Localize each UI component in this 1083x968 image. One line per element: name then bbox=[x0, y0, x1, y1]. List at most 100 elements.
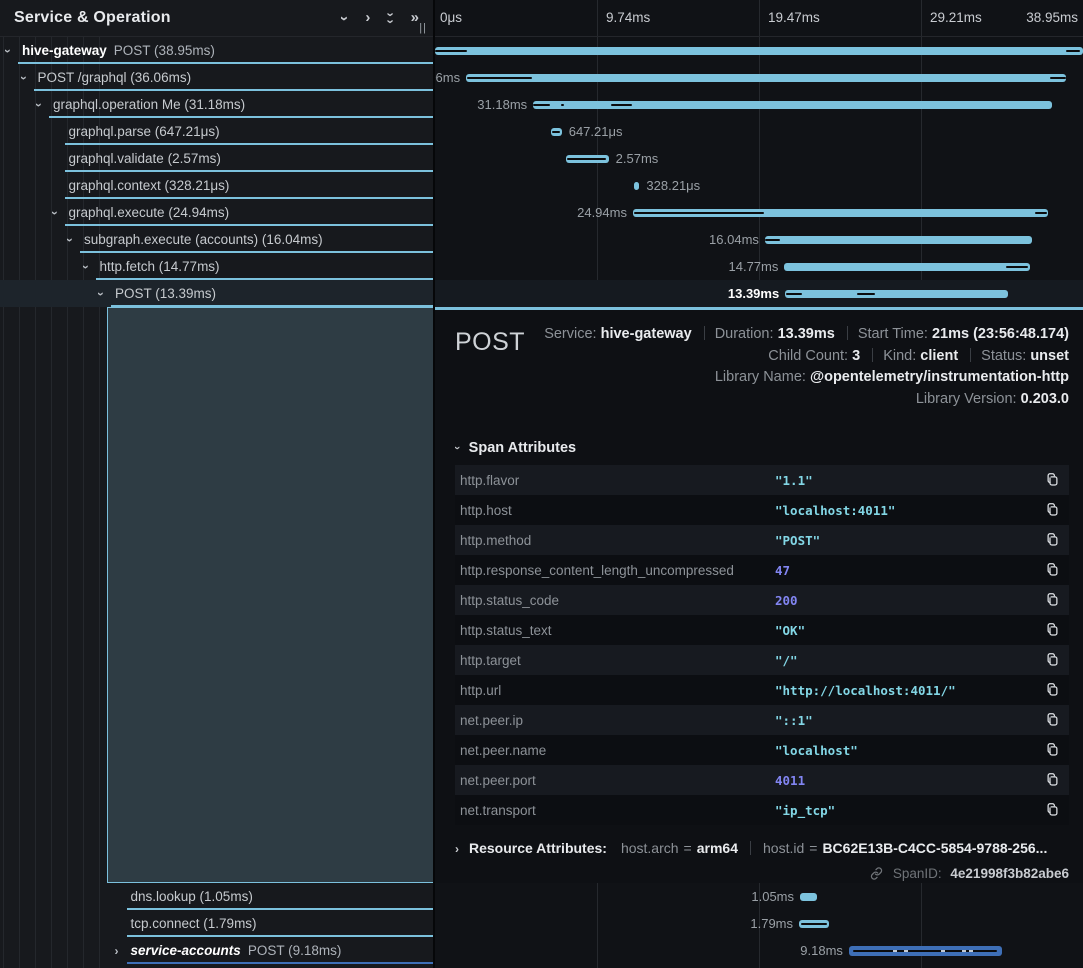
chevron-down-icon[interactable]: › bbox=[53, 206, 57, 220]
attribute-row: http.target"/" bbox=[455, 645, 1069, 675]
meta-label: Service: bbox=[544, 326, 600, 342]
resource-separator bbox=[750, 841, 751, 855]
waterfall-row: 14.77ms bbox=[435, 253, 1083, 280]
operation-name: subgraph.execute (accounts) (16.04ms) bbox=[84, 232, 323, 247]
span-bar[interactable] bbox=[435, 47, 1083, 55]
chevron-right-icon[interactable]: › bbox=[115, 944, 119, 958]
attribute-row: http.response_content_length_uncompresse… bbox=[455, 555, 1069, 585]
chevron-down-icon[interactable]: › bbox=[37, 98, 41, 112]
span-bar[interactable] bbox=[765, 236, 1032, 244]
meta-value: 13.39ms bbox=[778, 326, 835, 342]
waterfall-row: 24.94ms bbox=[435, 199, 1083, 226]
collapse-one-icon[interactable]: › bbox=[342, 11, 347, 26]
span-row[interactable]: graphql.context (328.21μs) bbox=[0, 172, 433, 199]
meta-label: Duration: bbox=[715, 326, 778, 342]
critical-path-segment bbox=[634, 212, 765, 214]
waterfall-row: 16.04ms bbox=[435, 226, 1083, 253]
span-row[interactable]: ›service-accountsPOST (9.18ms) bbox=[0, 937, 433, 964]
span-bar[interactable] bbox=[784, 263, 1030, 271]
span-meta: Service: hive-gatewayDuration: 13.39msSt… bbox=[525, 324, 1069, 410]
copy-icon[interactable] bbox=[1043, 681, 1061, 699]
attribute-row: http.status_code200 bbox=[455, 585, 1069, 615]
span-row[interactable]: ›graphql.execute (24.94ms) bbox=[0, 199, 433, 226]
chevron-down-icon[interactable]: › bbox=[84, 260, 88, 274]
copy-icon[interactable] bbox=[1043, 771, 1061, 789]
expand-one-icon[interactable]: › bbox=[365, 11, 370, 26]
span-row-label: graphql.context (328.21μs) bbox=[69, 178, 230, 193]
span-row[interactable]: ›hive-gatewayPOST (38.95ms) bbox=[0, 37, 433, 64]
attribute-value: 4011 bbox=[775, 773, 1043, 788]
span-row[interactable]: ›graphql.operation Me (31.18ms) bbox=[0, 91, 433, 118]
operation-name: dns.lookup (1.05ms) bbox=[131, 889, 253, 904]
chevron-down-icon[interactable]: › bbox=[99, 287, 103, 301]
waterfall-row: 1.79ms bbox=[435, 910, 1083, 937]
copy-icon[interactable] bbox=[1043, 741, 1061, 759]
span-bar[interactable] bbox=[785, 290, 1008, 298]
meta-value: @opentelemetry/instrumentation-http bbox=[810, 369, 1069, 385]
span-row[interactable]: tcp.connect (1.79ms) bbox=[0, 910, 433, 937]
span-duration-label: 1.79ms bbox=[750, 916, 793, 931]
copy-icon[interactable] bbox=[1043, 471, 1061, 489]
collapse-all-icon[interactable]: ›› bbox=[388, 11, 392, 25]
span-row[interactable]: › subgraph.execute (accounts) (16.04ms) bbox=[0, 226, 433, 253]
expand-all-icon[interactable]: » bbox=[411, 11, 419, 26]
copy-icon[interactable] bbox=[1043, 501, 1061, 519]
copy-icon[interactable] bbox=[1043, 561, 1061, 579]
attribute-row: http.host"localhost:4011" bbox=[455, 495, 1069, 525]
critical-path-segment bbox=[786, 293, 802, 295]
span-bar[interactable] bbox=[800, 893, 817, 901]
attribute-value: 200 bbox=[775, 593, 1043, 608]
meta-separator bbox=[970, 348, 971, 362]
resource-key: host.id bbox=[763, 840, 804, 856]
span-row[interactable]: › http.fetch (14.77ms) bbox=[0, 253, 433, 280]
critical-path-segment bbox=[853, 950, 998, 952]
meta-label: Child Count: bbox=[768, 348, 852, 364]
copy-icon[interactable] bbox=[1043, 651, 1061, 669]
span-row[interactable]: dns.lookup (1.05ms) bbox=[0, 883, 433, 910]
copy-icon[interactable] bbox=[1043, 591, 1061, 609]
span-row[interactable]: ›POST (13.39ms) bbox=[0, 280, 433, 307]
copy-icon[interactable] bbox=[1043, 621, 1061, 639]
span-duration-label: 9.18ms bbox=[800, 943, 843, 958]
waterfall-row: 1.05ms bbox=[435, 883, 1083, 910]
span-attributes-table: http.flavor"1.1"http.host"localhost:4011… bbox=[455, 465, 1069, 825]
timeline-panel: 0μs9.74ms19.47ms29.21ms38.95ms 38.95ms36… bbox=[435, 0, 1083, 968]
span-row[interactable]: graphql.parse (647.21μs) bbox=[0, 118, 433, 145]
operation-name: graphql.context (328.21μs) bbox=[69, 178, 230, 193]
copy-icon[interactable] bbox=[1043, 711, 1061, 729]
span-row[interactable]: graphql.validate (2.57ms) bbox=[0, 145, 433, 172]
span-meta-line: Service: hive-gatewayDuration: 13.39msSt… bbox=[525, 324, 1069, 346]
chevron-down-icon[interactable]: › bbox=[22, 71, 26, 85]
span-duration-label: 1.05ms bbox=[751, 889, 794, 904]
chevron-down-icon[interactable]: › bbox=[68, 233, 72, 247]
copy-icon[interactable] bbox=[1043, 531, 1061, 549]
attribute-key: net.transport bbox=[460, 803, 775, 818]
waterfall-row: 2.57ms bbox=[435, 145, 1083, 172]
operation-name: http.fetch (14.77ms) bbox=[100, 259, 220, 274]
attribute-value: "localhost:4011" bbox=[775, 503, 1043, 518]
waterfall-row: 36.06ms bbox=[435, 64, 1083, 91]
critical-path-segment bbox=[467, 77, 532, 79]
attribute-value: "http://localhost:4011/" bbox=[775, 683, 1043, 698]
panel-resize-grip[interactable]: || bbox=[419, 22, 427, 34]
span-bar[interactable] bbox=[634, 182, 639, 190]
span-row[interactable]: ›POST /graphql (36.06ms) bbox=[0, 64, 433, 91]
chevron-down-icon[interactable]: › bbox=[6, 44, 10, 58]
resource-value: arm64 bbox=[697, 840, 738, 856]
chevron-right-icon[interactable]: › bbox=[455, 842, 459, 856]
panel-divider[interactable] bbox=[433, 0, 435, 968]
span-duration-label: 36.06ms bbox=[435, 70, 460, 85]
span-bar[interactable] bbox=[466, 74, 1066, 82]
span-duration-label: 16.04ms bbox=[709, 232, 759, 247]
link-icon[interactable] bbox=[870, 867, 883, 883]
resource-attributes-header[interactable]: Resource Attributes: bbox=[469, 840, 607, 856]
service-name: hive-gateway bbox=[22, 43, 107, 58]
copy-icon[interactable] bbox=[1043, 801, 1061, 819]
attribute-row: http.method"POST" bbox=[455, 525, 1069, 555]
attribute-row: http.url"http://localhost:4011/" bbox=[455, 675, 1069, 705]
span-attributes-header[interactable]: ›Span Attributes bbox=[455, 440, 1069, 456]
meta-value: unset bbox=[1030, 348, 1069, 364]
critical-path-segment bbox=[561, 104, 564, 106]
span-duration-label: 328.21μs bbox=[646, 178, 700, 193]
attribute-key: http.url bbox=[460, 683, 775, 698]
